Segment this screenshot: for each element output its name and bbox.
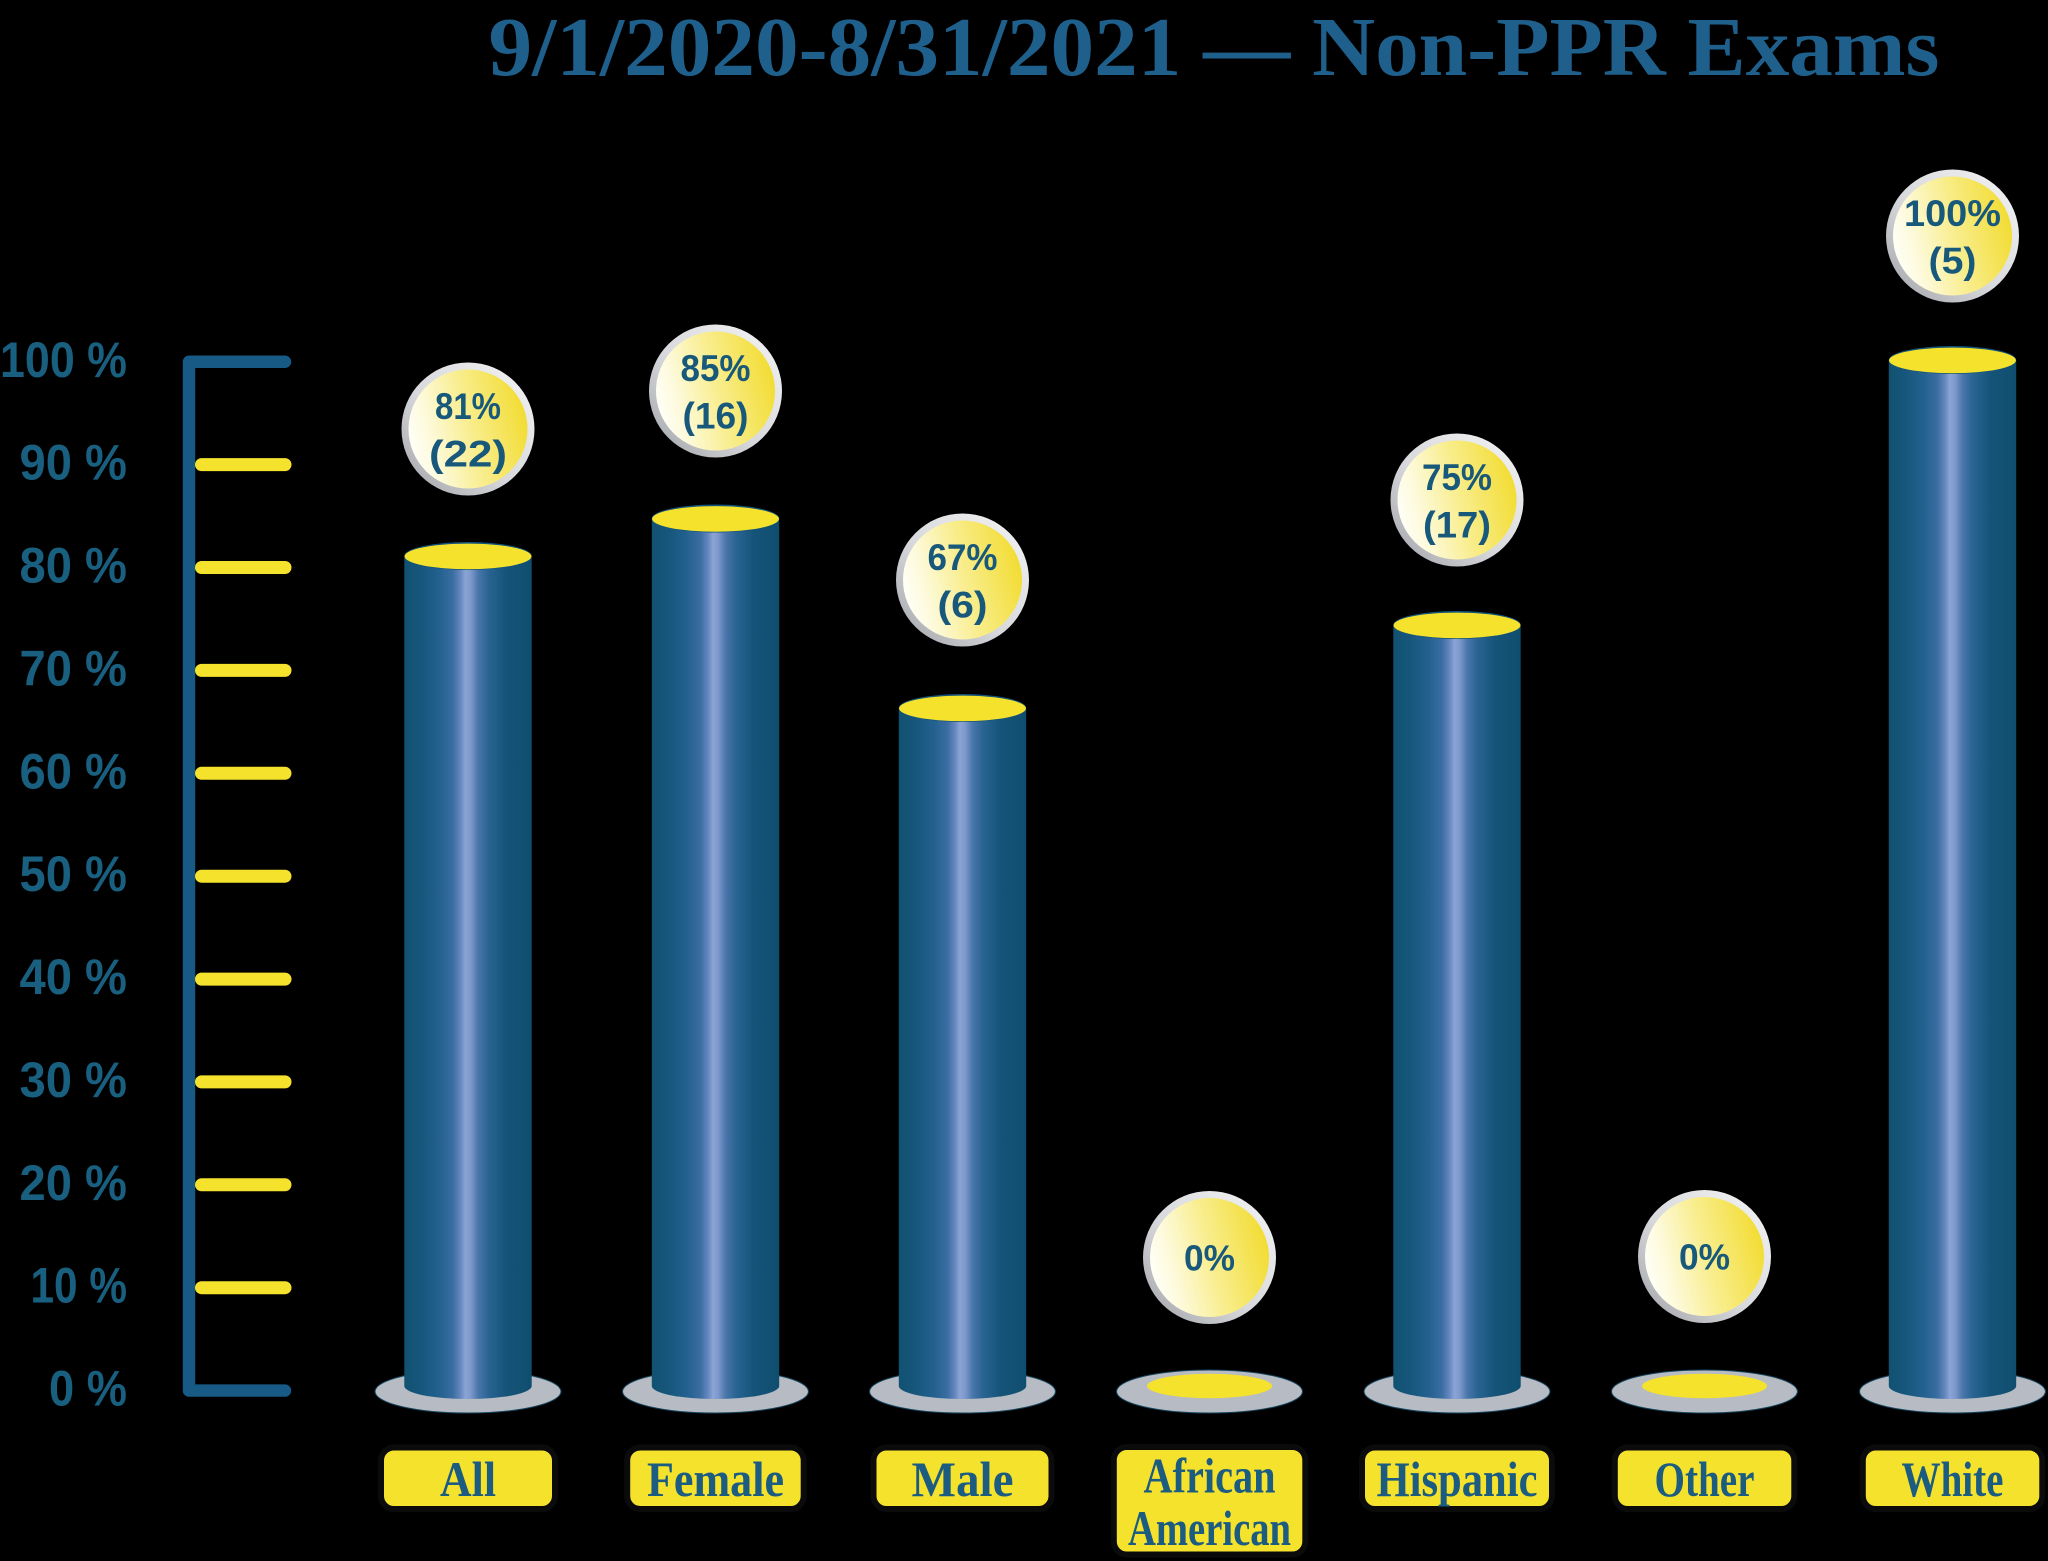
svg-text:90 %: 90 % <box>20 435 128 491</box>
svg-text:40 %: 40 % <box>20 949 128 1005</box>
svg-text:(17): (17) <box>1423 505 1491 546</box>
svg-text:30 %: 30 % <box>20 1052 128 1108</box>
svg-text:(22): (22) <box>429 434 507 475</box>
svg-text:100%: 100% <box>1904 193 2001 234</box>
svg-text:10 %: 10 % <box>31 1258 128 1314</box>
svg-text:(6): (6) <box>938 585 988 626</box>
svg-text:20 %: 20 % <box>20 1155 128 1211</box>
svg-text:(5): (5) <box>1929 241 1977 282</box>
svg-text:Male: Male <box>912 1451 1014 1507</box>
svg-text:All: All <box>440 1451 496 1507</box>
svg-text:67%: 67% <box>928 537 998 578</box>
svg-text:0%: 0% <box>1679 1237 1730 1278</box>
svg-text:60 %: 60 % <box>20 743 128 799</box>
svg-text:85%: 85% <box>681 348 751 389</box>
svg-text:Female: Female <box>647 1451 784 1507</box>
svg-text:70 %: 70 % <box>20 640 128 696</box>
svg-text:African: African <box>1144 1448 1276 1504</box>
svg-text:100 %: 100 % <box>0 332 127 388</box>
svg-text:American: American <box>1128 1500 1291 1556</box>
svg-text:75%: 75% <box>1422 457 1492 498</box>
svg-text:White: White <box>1902 1451 2004 1507</box>
svg-text:0%: 0% <box>1184 1238 1235 1279</box>
svg-text:50 %: 50 % <box>20 846 128 902</box>
svg-text:81%: 81% <box>435 386 501 427</box>
svg-text:0 %: 0 % <box>49 1361 127 1417</box>
svg-text:Hispanic: Hispanic <box>1377 1451 1538 1507</box>
svg-text:Other: Other <box>1655 1451 1755 1507</box>
svg-text:9/1/2020-8/31/2021 — Non-PPR E: 9/1/2020-8/31/2021 — Non-PPR Exams <box>489 1 1940 94</box>
svg-text:(16): (16) <box>683 396 749 437</box>
svg-text:80 %: 80 % <box>20 538 128 594</box>
